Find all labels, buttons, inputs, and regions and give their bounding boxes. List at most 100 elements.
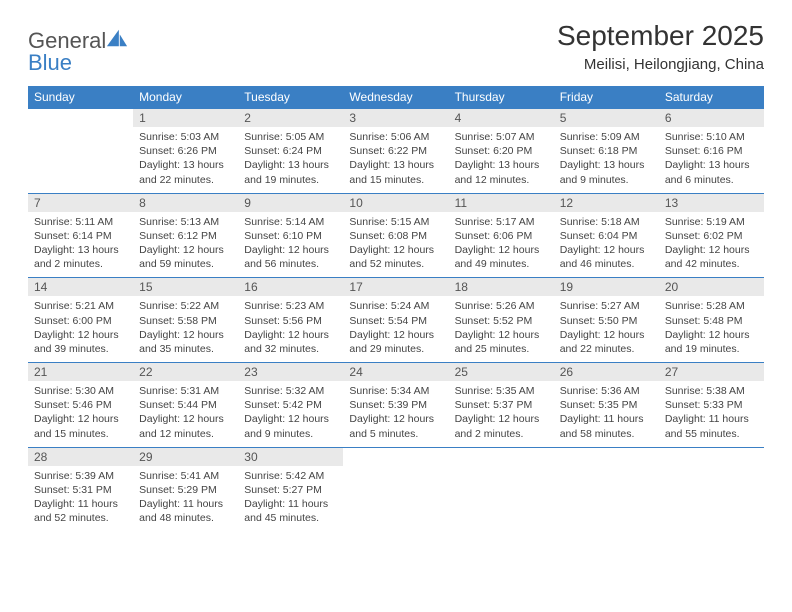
day-line: and 12 minutes.	[139, 427, 232, 441]
day-number: 11	[449, 193, 554, 212]
day-line: Daylight: 11 hours	[244, 497, 337, 511]
day-number: 5	[554, 109, 659, 128]
day-line: Sunrise: 5:34 AM	[349, 384, 442, 398]
day-number: 25	[449, 363, 554, 382]
day-number: 9	[238, 193, 343, 212]
day-line: and 22 minutes.	[139, 173, 232, 187]
day-line: Daylight: 12 hours	[244, 412, 337, 426]
daynum-row: 21222324252627	[28, 363, 764, 382]
day-line: Sunrise: 5:35 AM	[455, 384, 548, 398]
day-line: and 9 minutes.	[560, 173, 653, 187]
day-line: Daylight: 12 hours	[665, 328, 758, 342]
day-content: Sunrise: 5:21 AMSunset: 6:00 PMDaylight:…	[28, 296, 133, 362]
day-line: and 2 minutes.	[34, 257, 127, 271]
day-line: Sunset: 6:24 PM	[244, 144, 337, 158]
day-line: Daylight: 12 hours	[139, 328, 232, 342]
day-line: Daylight: 11 hours	[139, 497, 232, 511]
day-content: Sunrise: 5:31 AMSunset: 5:44 PMDaylight:…	[133, 381, 238, 447]
day-content	[659, 466, 764, 532]
day-content: Sunrise: 5:05 AMSunset: 6:24 PMDaylight:…	[238, 127, 343, 193]
location-text: Meilisi, Heilongjiang, China	[557, 56, 764, 73]
day-content	[343, 466, 448, 532]
day-number: 21	[28, 363, 133, 382]
day-line: Sunrise: 5:06 AM	[349, 130, 442, 144]
day-content: Sunrise: 5:22 AMSunset: 5:58 PMDaylight:…	[133, 296, 238, 362]
day-line: and 9 minutes.	[244, 427, 337, 441]
day-line: Sunrise: 5:11 AM	[34, 215, 127, 229]
day-number: 7	[28, 193, 133, 212]
day-content: Sunrise: 5:07 AMSunset: 6:20 PMDaylight:…	[449, 127, 554, 193]
dayname-sun: Sunday	[28, 86, 133, 109]
day-line: Sunset: 5:37 PM	[455, 398, 548, 412]
day-line: and 6 minutes.	[665, 173, 758, 187]
day-line: Sunset: 5:27 PM	[244, 483, 337, 497]
day-line: Sunset: 5:33 PM	[665, 398, 758, 412]
day-line: Sunrise: 5:14 AM	[244, 215, 337, 229]
day-number: 28	[28, 447, 133, 466]
day-line: Sunset: 5:35 PM	[560, 398, 653, 412]
brand-logo: General Blue	[28, 20, 128, 74]
day-line: Daylight: 12 hours	[349, 243, 442, 257]
day-line: Sunset: 5:48 PM	[665, 314, 758, 328]
day-line: Sunset: 5:31 PM	[34, 483, 127, 497]
day-line: Sunrise: 5:38 AM	[665, 384, 758, 398]
day-line: Sunset: 6:26 PM	[139, 144, 232, 158]
day-number	[343, 447, 448, 466]
day-line: Daylight: 12 hours	[455, 243, 548, 257]
day-line: Daylight: 13 hours	[455, 158, 548, 172]
day-line: and 52 minutes.	[34, 511, 127, 525]
day-content	[554, 466, 659, 532]
day-line: Sunset: 5:46 PM	[34, 398, 127, 412]
day-line: Daylight: 13 hours	[244, 158, 337, 172]
day-line: and 15 minutes.	[349, 173, 442, 187]
day-number: 12	[554, 193, 659, 212]
day-line: Sunset: 6:16 PM	[665, 144, 758, 158]
day-number: 17	[343, 278, 448, 297]
day-line: Sunset: 5:58 PM	[139, 314, 232, 328]
day-line: Sunrise: 5:23 AM	[244, 299, 337, 313]
month-title: September 2025	[557, 20, 764, 52]
day-number: 6	[659, 109, 764, 128]
day-line: Daylight: 12 hours	[34, 328, 127, 342]
day-content: Sunrise: 5:35 AMSunset: 5:37 PMDaylight:…	[449, 381, 554, 447]
daynum-row: 78910111213	[28, 193, 764, 212]
day-content: Sunrise: 5:09 AMSunset: 6:18 PMDaylight:…	[554, 127, 659, 193]
day-content: Sunrise: 5:24 AMSunset: 5:54 PMDaylight:…	[343, 296, 448, 362]
day-line: Sunset: 6:12 PM	[139, 229, 232, 243]
day-content: Sunrise: 5:03 AMSunset: 6:26 PMDaylight:…	[133, 127, 238, 193]
day-line: Sunrise: 5:09 AM	[560, 130, 653, 144]
day-content: Sunrise: 5:34 AMSunset: 5:39 PMDaylight:…	[343, 381, 448, 447]
day-line: Sunrise: 5:19 AM	[665, 215, 758, 229]
day-content: Sunrise: 5:39 AMSunset: 5:31 PMDaylight:…	[28, 466, 133, 532]
day-line: and 19 minutes.	[244, 173, 337, 187]
day-line: Sunrise: 5:05 AM	[244, 130, 337, 144]
day-line: Daylight: 12 hours	[34, 412, 127, 426]
day-line: and 42 minutes.	[665, 257, 758, 271]
day-content: Sunrise: 5:13 AMSunset: 6:12 PMDaylight:…	[133, 212, 238, 278]
day-line: and 46 minutes.	[560, 257, 653, 271]
day-line: and 19 minutes.	[665, 342, 758, 356]
content-row: Sunrise: 5:39 AMSunset: 5:31 PMDaylight:…	[28, 466, 764, 532]
day-line: Daylight: 13 hours	[349, 158, 442, 172]
day-line: Sunrise: 5:36 AM	[560, 384, 653, 398]
dayname-fri: Friday	[554, 86, 659, 109]
day-line: Sunset: 5:29 PM	[139, 483, 232, 497]
day-content: Sunrise: 5:28 AMSunset: 5:48 PMDaylight:…	[659, 296, 764, 362]
calendar-body: 123456Sunrise: 5:03 AMSunset: 6:26 PMDay…	[28, 109, 764, 532]
dayname-thu: Thursday	[449, 86, 554, 109]
day-line: Daylight: 12 hours	[560, 243, 653, 257]
day-content: Sunrise: 5:30 AMSunset: 5:46 PMDaylight:…	[28, 381, 133, 447]
day-line: Daylight: 13 hours	[560, 158, 653, 172]
brand-text: General Blue	[28, 26, 128, 74]
day-number: 10	[343, 193, 448, 212]
day-line: and 48 minutes.	[139, 511, 232, 525]
day-number: 29	[133, 447, 238, 466]
day-content: Sunrise: 5:26 AMSunset: 5:52 PMDaylight:…	[449, 296, 554, 362]
day-line: and 49 minutes.	[455, 257, 548, 271]
day-number	[28, 109, 133, 128]
day-line: Sunrise: 5:27 AM	[560, 299, 653, 313]
day-line: Daylight: 11 hours	[34, 497, 127, 511]
day-line: and 58 minutes.	[560, 427, 653, 441]
day-line: and 15 minutes.	[34, 427, 127, 441]
day-line: and 29 minutes.	[349, 342, 442, 356]
